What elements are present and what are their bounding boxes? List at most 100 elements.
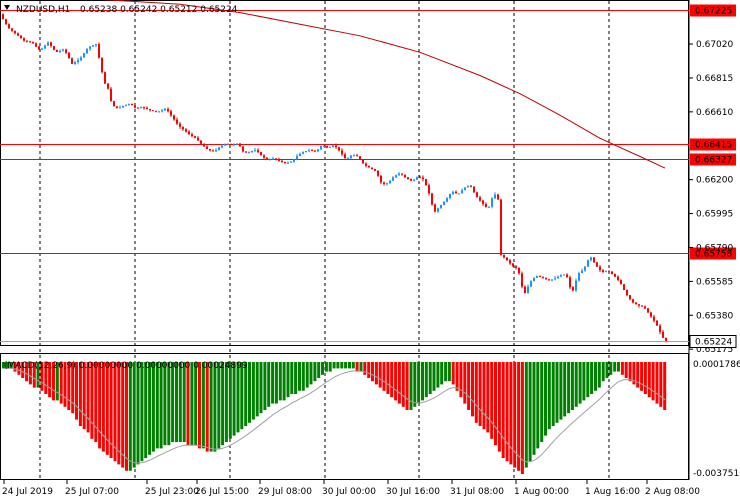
candle-body[interactable] [284, 162, 286, 164]
candle-body[interactable] [266, 157, 268, 160]
candle-body[interactable] [242, 146, 244, 152]
candle-body[interactable] [206, 146, 208, 150]
candle-body[interactable] [41, 48, 43, 50]
candle-body[interactable] [191, 134, 193, 137]
candle-body[interactable] [80, 57, 82, 61]
candle-body[interactable] [320, 146, 322, 150]
candle-body[interactable] [593, 257, 595, 263]
candle-body[interactable] [26, 40, 28, 42]
candle-body[interactable] [62, 49, 64, 51]
candle-body[interactable] [86, 48, 88, 54]
candle-body[interactable] [479, 197, 481, 201]
candle-body[interactable] [635, 302, 637, 305]
candle-body[interactable] [662, 331, 664, 338]
candle-body[interactable] [614, 273, 616, 277]
candle-body[interactable] [383, 182, 385, 185]
candle-body[interactable] [377, 170, 379, 176]
candle-body[interactable] [209, 149, 211, 151]
candle-body[interactable] [602, 270, 604, 272]
candle-body[interactable] [542, 276, 544, 278]
candle-body[interactable] [89, 46, 91, 49]
candle-body[interactable] [440, 205, 442, 209]
candle-body[interactable] [248, 151, 250, 153]
candle-body[interactable] [92, 45, 94, 47]
candle-body[interactable] [29, 41, 31, 43]
candle-body[interactable] [584, 266, 586, 271]
candle-body[interactable] [239, 143, 241, 147]
candle-body[interactable] [146, 107, 148, 109]
candle-body[interactable] [170, 111, 172, 116]
candle-body[interactable] [11, 28, 13, 31]
candle-body[interactable] [443, 201, 445, 206]
candle-body[interactable] [587, 260, 589, 267]
candle-body[interactable] [395, 175, 397, 178]
candle-body[interactable] [548, 279, 550, 281]
candle-body[interactable] [254, 150, 256, 152]
candle-body[interactable] [329, 147, 331, 149]
candle-body[interactable] [521, 273, 523, 287]
candle-body[interactable] [116, 106, 118, 108]
candle-body[interactable] [524, 286, 526, 294]
candle-body[interactable] [626, 289, 628, 296]
candle-body[interactable] [59, 50, 61, 52]
candle-body[interactable] [308, 150, 310, 152]
candle-body[interactable] [44, 45, 46, 49]
candle-body[interactable] [221, 145, 223, 148]
candle-body[interactable] [134, 105, 136, 108]
candle-body[interactable] [65, 49, 67, 53]
candle-body[interactable] [5, 19, 7, 25]
candle-body[interactable] [572, 287, 574, 291]
candle-body[interactable] [665, 337, 667, 342]
candle-body[interactable] [638, 304, 640, 306]
candle-body[interactable] [257, 150, 259, 153]
candle-body[interactable] [446, 198, 448, 202]
candle-body[interactable] [182, 126, 184, 130]
candle-body[interactable] [128, 103, 130, 105]
candle-body[interactable] [599, 266, 601, 271]
candle-body[interactable] [17, 33, 19, 36]
candle-body[interactable] [296, 155, 298, 160]
price-candles[interactable] [2, 13, 667, 343]
candle-body[interactable] [101, 57, 103, 73]
candle-body[interactable] [428, 185, 430, 194]
candle-body[interactable] [578, 273, 580, 281]
candle-body[interactable] [143, 107, 145, 109]
candle-body[interactable] [104, 72, 106, 84]
candle-body[interactable] [653, 316, 655, 321]
candle-body[interactable] [515, 266, 517, 268]
candle-body[interactable] [50, 42, 52, 47]
candle-body[interactable] [20, 35, 22, 39]
candle-body[interactable] [374, 169, 376, 171]
candle-body[interactable] [119, 107, 121, 109]
candle-body[interactable] [179, 123, 181, 127]
candle-body[interactable] [269, 159, 271, 161]
candle-body[interactable] [464, 187, 466, 191]
candle-body[interactable] [455, 191, 457, 194]
candle-body[interactable] [575, 280, 577, 291]
candle-body[interactable] [644, 306, 646, 309]
candle-body[interactable] [8, 24, 10, 29]
candle-body[interactable] [338, 147, 340, 151]
candle-body[interactable] [23, 38, 25, 41]
candle-body[interactable] [437, 208, 439, 212]
candle-body[interactable] [245, 151, 247, 153]
candle-body[interactable] [278, 159, 280, 161]
candle-body[interactable] [500, 199, 502, 255]
candle-body[interactable] [53, 46, 55, 50]
candle-body[interactable] [155, 110, 157, 112]
candle-body[interactable] [410, 179, 412, 181]
candle-body[interactable] [461, 190, 463, 194]
candle-body[interactable] [215, 149, 217, 152]
candle-body[interactable] [467, 185, 469, 188]
candle-body[interactable] [620, 279, 622, 285]
candle-body[interactable] [287, 162, 289, 164]
candle-body[interactable] [14, 30, 16, 34]
price-axis[interactable]: 0.67020 0.66815 0.66610 0.66200 0.65995 0.657… [689, 40, 737, 355]
candle-body[interactable] [113, 101, 115, 107]
candle-body[interactable] [536, 275, 538, 278]
candle-body[interactable] [503, 254, 505, 258]
candle-body[interactable] [452, 191, 454, 194]
candle-body[interactable] [110, 88, 112, 102]
candle-body[interactable] [326, 146, 328, 148]
